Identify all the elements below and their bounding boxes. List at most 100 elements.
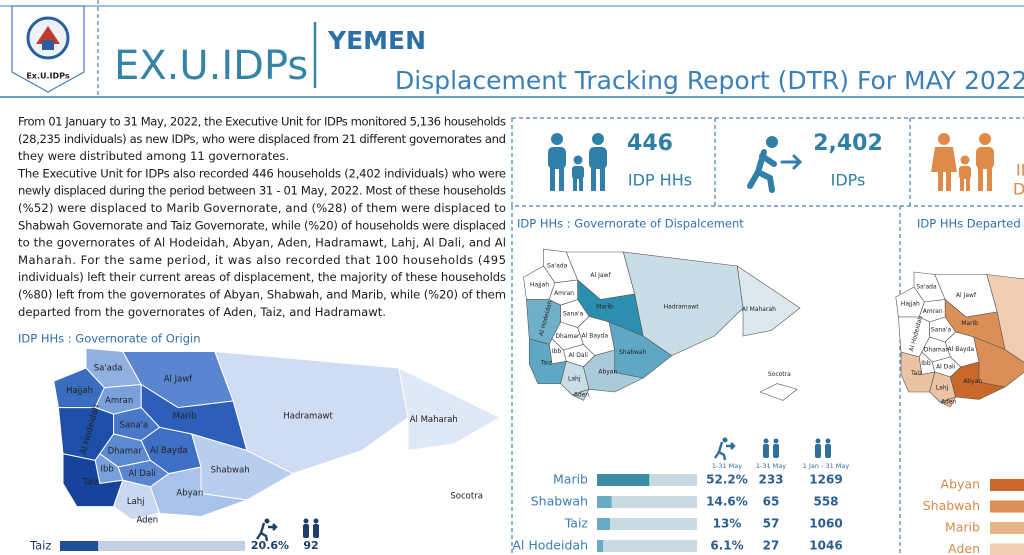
intro-line: (%52) were displaced to Marib Governorat… — [18, 201, 506, 215]
icon-part — [313, 524, 319, 538]
percent: 20.6% — [251, 539, 289, 552]
intro-line: The Executive Unit for IDPs also recorde… — [17, 166, 506, 180]
governorate — [939, 396, 957, 408]
governorate — [736, 265, 801, 337]
governorate — [759, 383, 798, 401]
column-header: 1-31 May — [756, 462, 786, 470]
map-label: Abyan — [176, 488, 203, 498]
map — [895, 271, 1024, 408]
map-label: Lahj — [127, 497, 145, 507]
row-label: Marib — [945, 520, 980, 535]
row-label: Shabwah — [923, 498, 980, 513]
icon-part — [591, 166, 596, 191]
map-label: Sa'ada — [916, 284, 937, 291]
map-label: Al Dali — [569, 352, 589, 359]
percent: 52.2% — [706, 473, 748, 487]
bar-track — [597, 518, 697, 530]
map-label: Sana'a — [563, 311, 584, 318]
brand: EX.U.IDPs — [114, 43, 308, 89]
icon-part — [938, 170, 943, 191]
row-label: Taiz — [564, 516, 589, 531]
intro-line: Maharah. For the same period, it was als… — [18, 253, 506, 267]
icon-part — [773, 444, 779, 458]
family-icon — [548, 133, 607, 191]
icon-part — [825, 444, 831, 458]
row-label: Al Hodeidah — [512, 538, 588, 553]
logo-house — [42, 40, 54, 50]
map-label: Lahj — [936, 385, 949, 392]
logo-caption: Ex.U.IDPs — [26, 72, 70, 81]
icon-part — [976, 147, 994, 169]
icon-part — [763, 438, 769, 444]
bar-track — [990, 479, 1024, 491]
intro-line: they were distributed among 11 governora… — [18, 149, 289, 163]
icon-part — [938, 133, 950, 145]
column-header: 1-31 May — [712, 462, 742, 470]
icon-part — [815, 438, 821, 444]
icon-part — [550, 166, 555, 191]
hh-period: 92 — [303, 539, 318, 552]
map-label: Dhamar — [108, 447, 143, 457]
map — [523, 248, 801, 401]
map-label: Al Bayda — [948, 346, 975, 353]
report-title: Displacement Tracking Report (DTR) For M… — [395, 66, 1024, 95]
icon-part — [303, 524, 309, 538]
map-label: Dhamar — [924, 347, 949, 354]
icon-part — [825, 438, 831, 444]
governorate — [130, 512, 161, 527]
map-label: Abyan — [598, 369, 617, 376]
map-label: Sa'ada — [94, 364, 123, 374]
section-title: IDP HHs : Governorate of Origin — [18, 332, 201, 346]
hh-period: 233 — [758, 473, 783, 487]
people-icon — [303, 518, 319, 538]
map-label: Al Maharah — [410, 415, 458, 425]
map-label: Marib — [596, 303, 613, 310]
map-label: Marib — [961, 320, 978, 327]
icon-part — [959, 166, 971, 179]
section-title: IDP HHs Departed — [917, 217, 1021, 231]
hh-period: 65 — [763, 495, 780, 509]
icon-part — [987, 166, 992, 191]
country: YEMEN — [327, 26, 426, 55]
bar-track — [990, 500, 1024, 513]
map-label: Hadramawt — [283, 412, 333, 422]
intro-line: Shabwah Governorate and Taiz Governorate… — [18, 218, 506, 232]
map-label: Sa'ada — [547, 263, 568, 270]
map-label: Al Jawf — [164, 375, 194, 385]
map-label: Sana'a — [119, 420, 148, 430]
intro-line: From 01 January to 31 May, 2022, the Exe… — [18, 115, 506, 129]
map-label: Socotra — [450, 491, 483, 501]
map-label: Dhamar — [555, 333, 580, 340]
hh-period: 57 — [763, 517, 780, 531]
stat-label: IDP — [1016, 161, 1024, 180]
icon-part — [766, 136, 778, 148]
intro-line: to the governorates of Al Hodeidah, Abya… — [18, 236, 506, 250]
map-label: Taiz — [910, 370, 922, 377]
map — [53, 347, 502, 527]
icon-part — [960, 155, 970, 165]
row-label: Taiz — [29, 539, 51, 553]
map-label: Al Jawf — [590, 272, 611, 279]
column-header: 1 Jan - 31 May — [803, 462, 850, 470]
people-icon — [815, 438, 831, 458]
row-label: Aden — [948, 541, 980, 555]
bar-track — [60, 541, 245, 551]
map-label: Ibb — [921, 360, 931, 367]
map-label: Aden — [941, 399, 956, 406]
map-label: Marib — [173, 412, 197, 422]
icon-part — [780, 154, 803, 170]
map-label: Al Bayda — [150, 446, 188, 456]
icon-part — [931, 147, 957, 172]
bar — [597, 518, 610, 530]
row-label: Abyan — [941, 477, 980, 492]
icon-part — [960, 178, 964, 191]
map-label: Taiz — [540, 359, 552, 366]
icon-part — [773, 438, 779, 444]
icon-part — [256, 522, 278, 542]
logo: Ex.U.IDPs — [11, 5, 85, 93]
hh-total: 1046 — [809, 539, 842, 553]
stat-label: Departed — [1013, 180, 1024, 199]
map-label: Amran — [554, 290, 574, 297]
map-label: Hajjah — [530, 282, 549, 289]
